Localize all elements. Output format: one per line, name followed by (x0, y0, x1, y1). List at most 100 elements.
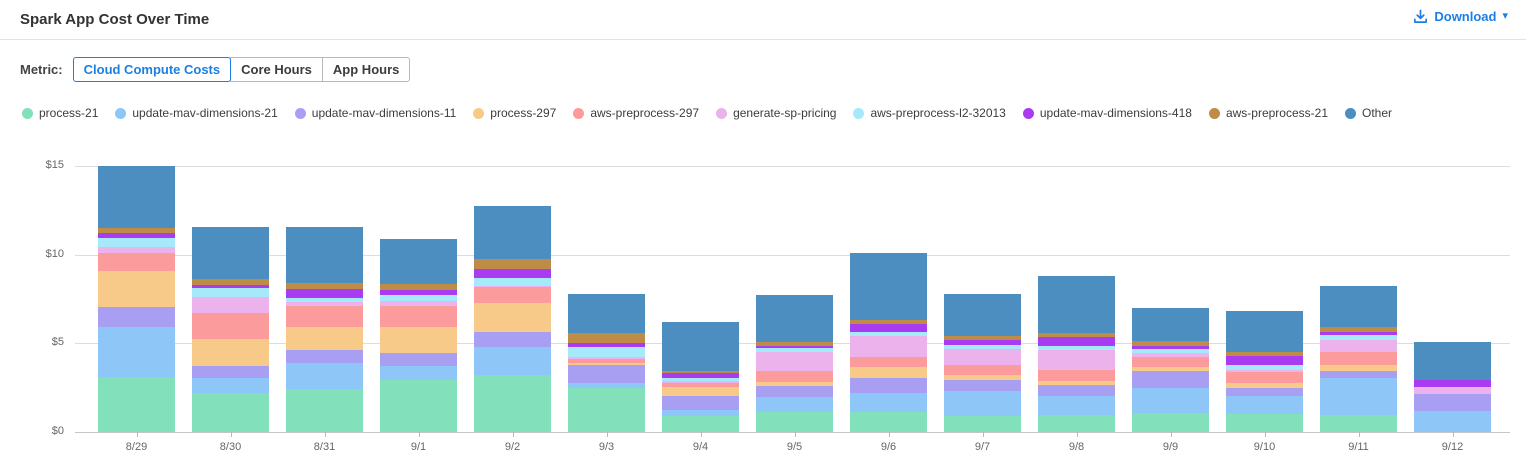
bar-segment-update-mav-dimensions-21[interactable] (1414, 411, 1491, 432)
bar-segment-generate-sp-pricing[interactable] (662, 380, 739, 383)
bar-segment-process-297[interactable] (756, 381, 833, 386)
bar-segment-generate-sp-pricing[interactable] (756, 351, 833, 372)
bar-segment-Other[interactable] (192, 227, 269, 279)
bar-segment-aws-preprocess-297[interactable] (662, 382, 739, 388)
bar-segment-update-mav-dimensions-418[interactable] (1414, 380, 1491, 387)
bar-segment-update-mav-dimensions-11[interactable] (756, 385, 833, 397)
bar-segment-process-21[interactable] (192, 392, 269, 432)
bar-segment-generate-sp-pricing[interactable] (380, 300, 457, 306)
bar-segment-update-mav-dimensions-21[interactable] (1226, 396, 1303, 414)
bar-segment-process-297[interactable] (474, 303, 551, 332)
bar-segment-aws-preprocess-l2-32013[interactable] (192, 288, 269, 298)
bar-segment-process-297[interactable] (662, 387, 739, 397)
bar-segment-update-mav-dimensions-11[interactable] (1320, 370, 1397, 378)
stacked-bar-9/9[interactable] (1132, 307, 1209, 432)
bar-segment-aws-preprocess-21[interactable] (568, 333, 645, 344)
bar-segment-update-mav-dimensions-11[interactable] (1038, 384, 1115, 396)
bar-segment-update-mav-dimensions-418[interactable] (192, 285, 269, 289)
bar-segment-generate-sp-pricing[interactable] (1320, 339, 1397, 352)
bar-segment-update-mav-dimensions-21[interactable] (756, 397, 833, 413)
bar-segment-update-mav-dimensions-21[interactable] (850, 393, 927, 413)
bar-segment-Other[interactable] (850, 253, 927, 321)
bar-segment-aws-preprocess-21[interactable] (944, 336, 1021, 341)
bar-segment-update-mav-dimensions-11[interactable] (850, 377, 927, 394)
bar-segment-update-mav-dimensions-11[interactable] (98, 306, 175, 328)
bar-segment-aws-preprocess-21[interactable] (192, 278, 269, 286)
bar-segment-update-mav-dimensions-418[interactable] (1226, 356, 1303, 365)
bar-segment-generate-sp-pricing[interactable] (850, 335, 927, 357)
bar-segment-process-21[interactable] (286, 389, 363, 432)
bar-segment-update-mav-dimensions-418[interactable] (944, 340, 1021, 345)
bar-segment-process-297[interactable] (286, 327, 363, 351)
bar-segment-Other[interactable] (944, 293, 1021, 337)
bar-segment-process-21[interactable] (1226, 413, 1303, 432)
bar-segment-process-21[interactable] (380, 380, 457, 432)
stacked-bar-9/6[interactable] (850, 253, 927, 432)
bar-segment-update-mav-dimensions-21[interactable] (1038, 395, 1115, 416)
bar-segment-process-297[interactable] (98, 271, 175, 307)
stacked-bar-9/10[interactable] (1226, 310, 1303, 432)
bar-segment-Other[interactable] (1132, 307, 1209, 342)
bar-segment-generate-sp-pricing[interactable] (568, 357, 645, 359)
bar-segment-process-297[interactable] (850, 366, 927, 378)
bar-segment-Other[interactable] (756, 294, 833, 343)
bar-segment-process-297[interactable] (1320, 364, 1397, 371)
bar-segment-update-mav-dimensions-21[interactable] (662, 409, 739, 417)
bar-segment-aws-preprocess-21[interactable] (1320, 327, 1397, 332)
bar-segment-Other[interactable] (662, 322, 739, 371)
bar-segment-update-mav-dimensions-21[interactable] (944, 391, 1021, 416)
bar-segment-process-297[interactable] (944, 375, 1021, 380)
bar-segment-generate-sp-pricing[interactable] (1132, 353, 1209, 357)
legend-item-process-297[interactable]: process-297 (473, 106, 556, 120)
bar-segment-process-297[interactable] (380, 327, 457, 353)
bar-segment-generate-sp-pricing[interactable] (286, 302, 363, 306)
bar-segment-process-21[interactable] (1320, 415, 1397, 432)
bar-segment-Other[interactable] (380, 238, 457, 284)
metric-option-app-hours[interactable]: App Hours (321, 57, 411, 82)
bar-segment-aws-preprocess-21[interactable] (1132, 341, 1209, 346)
bar-segment-aws-preprocess-21[interactable] (850, 320, 927, 325)
bar-segment-aws-preprocess-l2-32013[interactable] (662, 378, 739, 381)
bar-segment-Other[interactable] (1038, 276, 1115, 333)
bar-segment-process-297[interactable] (1132, 366, 1209, 371)
bar-segment-aws-preprocess-l2-32013[interactable] (286, 297, 363, 303)
bar-segment-update-mav-dimensions-418[interactable] (1038, 337, 1115, 347)
stacked-bar-8/31[interactable] (286, 227, 363, 432)
bar-segment-aws-preprocess-297[interactable] (568, 358, 645, 363)
bar-segment-process-21[interactable] (850, 412, 927, 432)
bar-segment-update-mav-dimensions-11[interactable] (380, 352, 457, 367)
bar-segment-aws-preprocess-l2-32013[interactable] (380, 295, 457, 301)
bar-segment-aws-preprocess-l2-32013[interactable] (1132, 349, 1209, 354)
stacked-bar-8/29[interactable] (98, 166, 175, 432)
bar-segment-process-21[interactable] (1038, 415, 1115, 432)
bar-segment-Other[interactable] (1226, 310, 1303, 353)
bar-segment-aws-preprocess-297[interactable] (944, 365, 1021, 376)
bar-segment-process-21[interactable] (944, 415, 1021, 432)
bar-segment-aws-preprocess-l2-32013[interactable] (98, 237, 175, 248)
metric-option-cloud-compute-costs[interactable]: Cloud Compute Costs (72, 57, 232, 82)
bar-segment-update-mav-dimensions-11[interactable] (474, 331, 551, 347)
bar-segment-aws-preprocess-297[interactable] (1320, 351, 1397, 365)
bar-segment-aws-preprocess-l2-32013[interactable] (568, 347, 645, 358)
bar-segment-Other[interactable] (1414, 342, 1491, 381)
legend-item-update-mav-dimensions-21[interactable]: update-mav-dimensions-21 (115, 106, 278, 120)
bar-segment-update-mav-dimensions-11[interactable] (1132, 370, 1209, 389)
bar-segment-update-mav-dimensions-418[interactable] (756, 345, 833, 349)
bar-segment-generate-sp-pricing[interactable] (192, 297, 269, 313)
metric-option-core-hours[interactable]: Core Hours (230, 57, 323, 82)
bar-segment-update-mav-dimensions-418[interactable] (380, 289, 457, 296)
bar-segment-aws-preprocess-297[interactable] (474, 287, 551, 304)
bar-segment-process-21[interactable] (1132, 412, 1209, 432)
bar-segment-update-mav-dimensions-21[interactable] (568, 382, 645, 389)
stacked-bar-8/30[interactable] (192, 227, 269, 432)
bar-segment-aws-preprocess-21[interactable] (286, 282, 363, 290)
legend-item-Other[interactable]: Other (1345, 106, 1392, 120)
bar-segment-update-mav-dimensions-418[interactable] (474, 268, 551, 278)
stacked-bar-9/2[interactable] (474, 205, 551, 432)
bar-segment-update-mav-dimensions-11[interactable] (1226, 388, 1303, 397)
bar-segment-aws-preprocess-297[interactable] (98, 252, 175, 272)
bar-segment-aws-preprocess-l2-32013[interactable] (850, 332, 927, 336)
bar-segment-update-mav-dimensions-21[interactable] (380, 366, 457, 381)
download-button[interactable]: Download ▾ (1413, 9, 1508, 24)
bar-segment-aws-preprocess-297[interactable] (192, 312, 269, 340)
